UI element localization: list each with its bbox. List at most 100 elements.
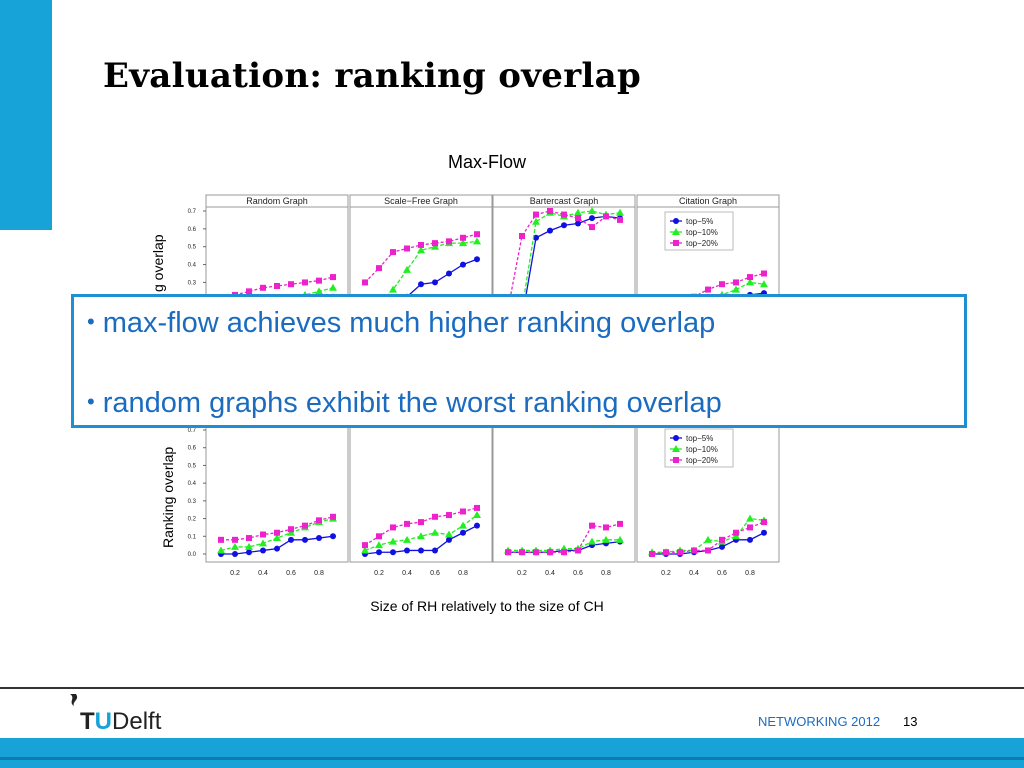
data-point (330, 533, 336, 540)
y-tick-label: 0.5 (188, 463, 197, 469)
data-point (288, 536, 294, 543)
data-point (617, 520, 623, 527)
data-point (330, 513, 336, 520)
data-point (274, 283, 280, 289)
y-tick-label: 0.7 (188, 209, 197, 215)
x-tick-label: 0.2 (661, 570, 671, 577)
panel-header (492, 194, 636, 208)
data-point (460, 508, 466, 515)
x-tick-label: 0.4 (402, 570, 412, 577)
series-line (652, 517, 765, 553)
data-point (533, 549, 539, 556)
data-point (446, 270, 452, 277)
data-point (418, 281, 424, 288)
legend-label: top−20% (686, 239, 718, 248)
tudelft-logo: TUDelft (80, 708, 161, 736)
data-point (417, 532, 425, 540)
data-point (362, 279, 368, 286)
conference-name: NETWORKING 2012 (758, 714, 881, 729)
legend-label: top−10% (686, 445, 718, 454)
data-point (217, 546, 225, 554)
y-tick-label: 0.0 (188, 552, 197, 558)
page-number: 13 (903, 714, 918, 729)
data-point (403, 535, 411, 543)
footer-band-accent (0, 757, 1024, 760)
data-point (760, 280, 768, 288)
data-point (288, 526, 294, 533)
bullet-icon: • (87, 309, 95, 334)
data-point (663, 549, 669, 556)
data-point (389, 537, 397, 545)
data-point (389, 285, 397, 293)
data-point (519, 549, 525, 556)
data-point (761, 519, 767, 526)
x-tick-label: 0.4 (258, 570, 268, 577)
logo-letter-u: U (94, 708, 113, 735)
data-point (231, 542, 239, 550)
data-point (246, 288, 252, 295)
data-point (460, 261, 466, 268)
legend-label: top−5% (686, 217, 713, 226)
data-point (404, 547, 410, 554)
data-point (617, 216, 623, 223)
data-point (561, 549, 567, 556)
data-point (761, 529, 767, 536)
data-point (404, 520, 410, 527)
data-point (302, 522, 308, 529)
chart-title: Max-Flow (447, 152, 526, 172)
data-point (460, 529, 466, 536)
data-point (446, 512, 452, 519)
data-point (519, 233, 525, 239)
data-point (732, 532, 740, 540)
data-point (218, 536, 224, 543)
data-point (259, 539, 267, 547)
data-point (418, 519, 424, 526)
legend-label: top−5% (686, 434, 713, 443)
footer-band (0, 738, 1024, 768)
callout-item: • random graphs exhibit the worst ranking… (87, 387, 722, 420)
data-point (588, 537, 596, 545)
slide-title: Evaluation: ranking overlap (103, 56, 642, 96)
x-axis-label: Size of RH relatively to the size of CH (370, 598, 604, 614)
panel-title: Citation Graph (679, 196, 737, 206)
data-point (532, 217, 540, 225)
panel-title: Scale−Free Graph (384, 196, 458, 206)
data-point (459, 521, 467, 529)
y-tick-label: 0.5 (188, 245, 197, 251)
data-point (705, 286, 711, 293)
data-point (733, 279, 739, 286)
x-tick-label: 0.8 (458, 570, 468, 577)
data-point (445, 530, 453, 538)
data-point (315, 287, 323, 295)
data-point (746, 514, 754, 522)
data-point (673, 240, 679, 246)
y-tick-label: 0.4 (188, 263, 197, 269)
panel-header (349, 194, 493, 208)
data-point (602, 535, 610, 543)
data-point (316, 517, 322, 524)
accent-bar (0, 0, 52, 230)
logo-word-delft: Delft (112, 708, 162, 735)
data-point (431, 528, 439, 536)
data-point (761, 270, 767, 277)
data-point (672, 445, 680, 452)
data-point (260, 531, 266, 538)
data-point (673, 218, 679, 224)
data-point (376, 533, 382, 540)
data-point (460, 234, 466, 241)
data-point (574, 208, 582, 216)
data-point (432, 547, 438, 554)
y-tick-label: 0.7 (188, 428, 197, 434)
data-point (473, 511, 481, 519)
panel-header (205, 194, 349, 208)
callout-text: max-flow achieves much higher ranking ov… (102, 307, 716, 339)
data-point (245, 542, 253, 550)
x-tick-label: 0.8 (745, 570, 755, 577)
series-line (507, 210, 621, 310)
data-point (672, 228, 680, 235)
data-point (588, 207, 596, 214)
x-tick-label: 0.4 (689, 570, 699, 577)
data-point (316, 535, 322, 542)
data-point (616, 535, 624, 543)
data-point (246, 535, 252, 542)
